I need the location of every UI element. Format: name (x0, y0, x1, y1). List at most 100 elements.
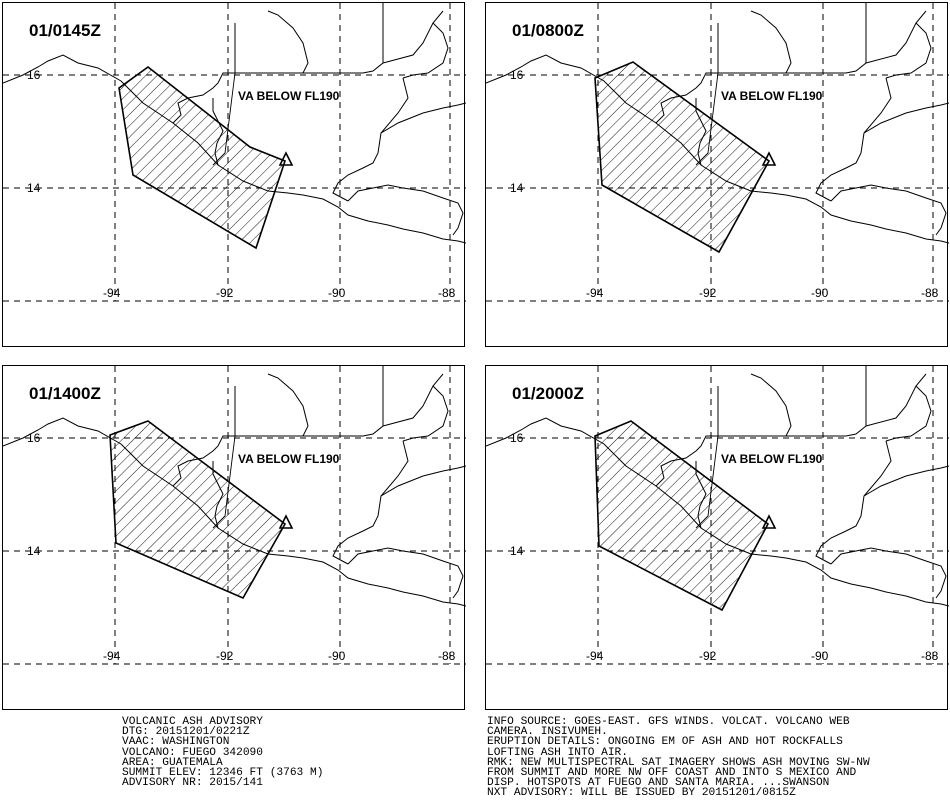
latitude-tick-label: 14 (510, 544, 524, 558)
forecast-panel-0145z: 16 14 -94 -92 -90 -88 01/0145Z VA BELOW FL190 (2, 2, 466, 347)
advisory-line: INFO SOURCE: GOES-EAST. GFS WINDS. VOLCA… (487, 716, 850, 728)
valid-time-label: 01/0145Z (29, 21, 101, 40)
ash-cloud-polygon (118, 65, 286, 250)
advisory-line: VAAC: WASHINGTON (122, 736, 230, 749)
basemap (486, 366, 949, 665)
basemap (486, 3, 949, 302)
forecast-panel-0800z: 16 14 -94 -92 -90 -88 01/0800Z VA BELOW FL190 (485, 2, 949, 347)
latitude-tick-label: 14 (27, 181, 41, 195)
country-border (303, 23, 384, 74)
volcano-marker-icon (761, 151, 777, 166)
advisory-line: SUMMIT ELEV: 12346 FT (3763 M) (122, 767, 324, 780)
country-border (402, 385, 449, 442)
valid-time-label: 01/2000Z (512, 384, 584, 403)
country-border (885, 385, 932, 442)
advisory-line: DTG: 20151201/0221Z (122, 726, 250, 739)
longitude-tick-label: -92 (216, 649, 234, 663)
advisory-details-text: INFO SOURCE: GOES-EAST. GFS WINDS. VOLCA… (487, 716, 870, 800)
country-border (382, 10, 444, 64)
country-border (380, 102, 466, 134)
country-border (815, 440, 892, 565)
country-border (718, 10, 792, 74)
longitude-tick-label: -94 (586, 649, 604, 663)
country-border (865, 10, 927, 64)
country-border (830, 184, 947, 236)
country-border (347, 184, 464, 236)
country-border (402, 22, 449, 79)
advisory-line: RMK: NEW MULTISPECTRAL SAT IMAGERY SHOWS… (487, 756, 870, 769)
longitude-tick-label: -90 (811, 286, 829, 300)
advisory-line: ADVISORY NR: 2015/141 (122, 777, 263, 790)
valid-time-label: 01/1400Z (29, 384, 101, 403)
longitude-tick-label: -94 (103, 286, 121, 300)
country-border (885, 22, 932, 79)
longitude-tick-label: -94 (586, 286, 604, 300)
longitude-tick-label: -92 (216, 286, 234, 300)
country-border (863, 465, 949, 497)
latitude-tick-label: 16 (27, 68, 41, 82)
longitude-tick-label: -92 (699, 649, 717, 663)
country-border (332, 77, 409, 202)
advisory-line: FROM SUMMIT AND MORE NW OFF COAST AND IN… (487, 767, 857, 780)
va-flight-level-label: VA BELOW FL190 (238, 89, 340, 103)
country-border (303, 386, 384, 437)
country-border (863, 102, 949, 134)
ash-cloud-polygon (594, 420, 770, 612)
ash-cloud-polygon (109, 420, 287, 600)
advisory-line: DISP. HOTSPOTS AT FUEGO AND SANTA MARIA.… (487, 777, 830, 790)
map-1400z: 16 14 -94 -92 -90 -88 01/1400Z VA BELOW FL190 (3, 366, 466, 665)
volcano-triangle (761, 151, 777, 166)
map-0145z: 16 14 -94 -92 -90 -88 01/0145Z VA BELOW FL190 (3, 3, 466, 302)
advisory-header-text: VOLCANIC ASH ADVISORY DTG: 20151201/0221… (122, 716, 324, 790)
longitude-tick-label: -90 (811, 649, 829, 663)
country-border (235, 373, 309, 437)
advisory-line: LOFTING ASH INTO AIR. (487, 746, 628, 759)
map-0800z: 16 14 -94 -92 -90 -88 01/0800Z VA BELOW FL190 (486, 3, 949, 302)
advisory-line: NXT ADVISORY: WILL BE ISSUED BY 20151201… (487, 787, 796, 800)
latitude-tick-label: 14 (27, 544, 41, 558)
country-border (830, 547, 947, 599)
volcano-marker-icon (761, 514, 777, 529)
va-flight-level-label: VA BELOW FL190 (721, 452, 823, 466)
va-flight-level-label: VA BELOW FL190 (721, 89, 823, 103)
country-border (718, 373, 792, 437)
longitude-tick-label: -94 (103, 649, 121, 663)
forecast-panel-1400z: 16 14 -94 -92 -90 -88 01/1400Z VA BELOW FL190 (2, 365, 466, 710)
longitude-tick-label: -90 (328, 649, 346, 663)
advisory-line: CAMERA. INSIVUMEH. (487, 726, 608, 739)
country-border (815, 77, 892, 202)
country-border (786, 386, 867, 437)
country-border (235, 10, 309, 74)
volcano-triangle (278, 514, 294, 529)
latitude-tick-label: 14 (510, 181, 524, 195)
country-border (382, 373, 444, 427)
map-2000z: 16 14 -94 -92 -90 -88 01/2000Z VA BELOW FL190 (486, 366, 949, 665)
ash-cloud-polygon (594, 61, 771, 254)
volcano-triangle (761, 514, 777, 529)
advisory-line: VOLCANO: FUEGO 342090 (122, 746, 263, 759)
longitude-tick-label: -88 (438, 649, 456, 663)
volcano-marker-icon (278, 151, 294, 166)
va-flight-level-label: VA BELOW FL190 (238, 452, 340, 466)
longitude-tick-label: -88 (921, 649, 939, 663)
basemap (3, 3, 466, 302)
country-border (865, 373, 927, 427)
latitude-tick-label: 16 (27, 431, 41, 445)
country-border (347, 547, 464, 599)
volcano-marker-icon (278, 514, 294, 529)
longitude-tick-label: -88 (438, 286, 456, 300)
advisory-line: ERUPTION DETAILS: ONGOING EM OF ASH AND … (487, 736, 843, 749)
longitude-tick-label: -90 (328, 286, 346, 300)
advisory-line: AREA: GUATEMALA (122, 756, 223, 769)
latitude-tick-label: 16 (510, 431, 524, 445)
valid-time-label: 01/0800Z (512, 21, 584, 40)
forecast-panel-2000z: 16 14 -94 -92 -90 -88 01/2000Z VA BELOW FL190 (485, 365, 949, 710)
country-border (786, 23, 867, 74)
latitude-tick-label: 16 (510, 68, 524, 82)
volcano-triangle (278, 151, 294, 166)
longitude-tick-label: -92 (699, 286, 717, 300)
longitude-tick-label: -88 (921, 286, 939, 300)
advisory-line: VOLCANIC ASH ADVISORY (122, 716, 263, 728)
country-border (332, 440, 409, 565)
country-border (380, 465, 466, 497)
